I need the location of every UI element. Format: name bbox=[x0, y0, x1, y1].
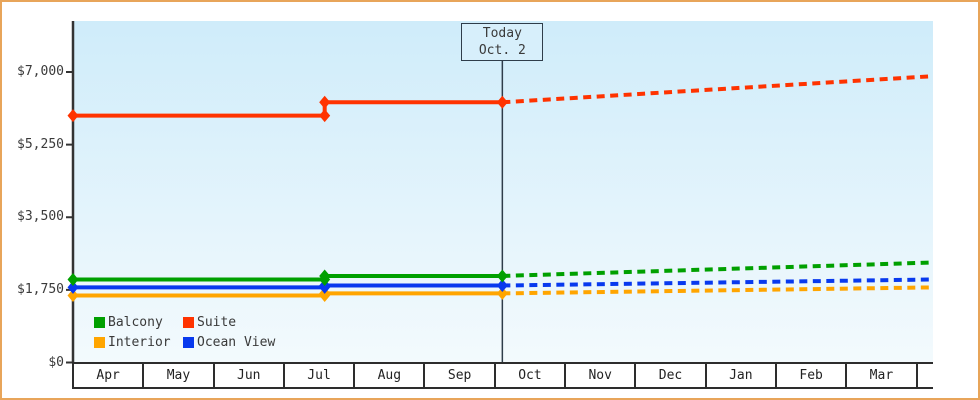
legend-label: Interior bbox=[108, 335, 171, 350]
legend-item-balcony: Balcony bbox=[94, 315, 183, 330]
today-date: Oct. 2 bbox=[478, 43, 526, 58]
data-point-balcony bbox=[319, 269, 331, 283]
legend-swatch-ocean-view bbox=[183, 337, 194, 348]
legend-item-ocean-view: Ocean View bbox=[183, 335, 275, 350]
legend-item-interior: Interior bbox=[94, 335, 183, 350]
today-marker-box: Today Oct. 2 bbox=[461, 23, 544, 61]
y-axis-label: $7,000 bbox=[17, 64, 64, 79]
data-point-ocean-view bbox=[496, 279, 508, 293]
month-cell-sep: Sep bbox=[425, 364, 496, 387]
data-point-suite bbox=[319, 109, 331, 123]
month-cell-may: May bbox=[144, 364, 215, 387]
month-cell-jan: Jan bbox=[706, 364, 777, 387]
series-line-interior bbox=[73, 291, 503, 298]
y-axis-label: $3,500 bbox=[17, 209, 64, 225]
legend-label: Balcony bbox=[108, 315, 163, 330]
series-line-ocean-view bbox=[73, 283, 503, 290]
data-point-suite bbox=[67, 109, 79, 123]
month-cell-feb: Feb bbox=[776, 364, 848, 387]
month-cell-jul: Jul bbox=[284, 364, 356, 387]
month-cell-mar: Mar bbox=[847, 364, 918, 387]
month-cell-oct: Oct bbox=[495, 364, 567, 387]
month-row-filler bbox=[917, 364, 933, 387]
y-axis-label: $5,250 bbox=[17, 136, 64, 152]
month-cell-dec: Dec bbox=[636, 364, 707, 387]
legend-item-suite: Suite bbox=[183, 315, 275, 330]
y-axis-label: $0 bbox=[48, 354, 64, 370]
plot-background bbox=[74, 21, 933, 362]
y-axis-label: $1,750 bbox=[17, 281, 64, 297]
data-point-suite bbox=[319, 95, 331, 109]
month-cell-jun: Jun bbox=[214, 364, 285, 387]
legend-label: Suite bbox=[197, 315, 237, 330]
data-point-balcony bbox=[496, 269, 508, 283]
series-forecast-suite bbox=[502, 74, 934, 105]
month-cell-aug: Aug bbox=[355, 364, 426, 387]
data-point-interior bbox=[67, 288, 79, 302]
data-point-suite bbox=[496, 95, 508, 109]
series-lines bbox=[67, 74, 934, 302]
data-point-interior bbox=[496, 286, 508, 300]
legend-label: Ocean View bbox=[197, 335, 276, 350]
legend-swatch-interior bbox=[94, 337, 105, 348]
legend-swatch-suite bbox=[183, 317, 194, 328]
today-label: Today bbox=[482, 26, 522, 41]
data-point-balcony bbox=[67, 273, 79, 286]
month-cell-nov: Nov bbox=[566, 364, 637, 387]
data-point-ocean-view bbox=[67, 280, 79, 294]
legend: Balcony Suite Interior Ocean View bbox=[94, 315, 275, 350]
legend-swatch-balcony bbox=[94, 317, 105, 328]
month-cell-apr: Apr bbox=[74, 364, 145, 387]
series-forecast-interior bbox=[502, 285, 934, 296]
series-forecast-ocean-view bbox=[502, 277, 934, 288]
x-axis-month-row: Apr May Jun Jul Aug Sep Oct Nov Dec Jan Feb Mar bbox=[72, 362, 933, 389]
series-line-suite bbox=[73, 100, 503, 118]
series-forecast-balcony bbox=[502, 260, 934, 278]
